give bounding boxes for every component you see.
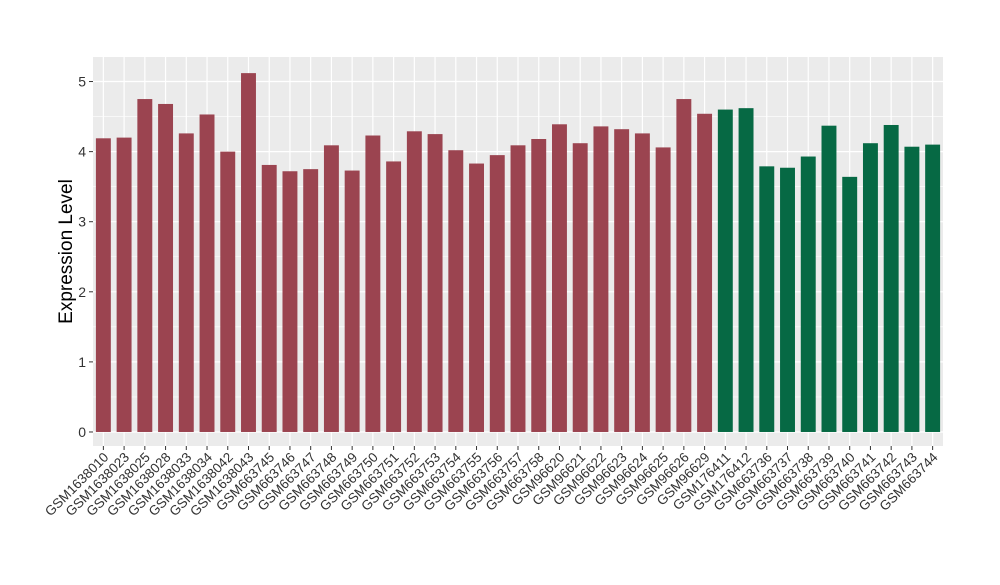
y-tick-label: 3 xyxy=(78,214,86,230)
bar-GSM663754 xyxy=(448,150,464,432)
bar-GSM1638033 xyxy=(178,133,194,432)
bar-GSM663739 xyxy=(821,125,837,432)
bar-GSM663744 xyxy=(925,144,941,432)
bar-GSM663746 xyxy=(282,171,298,432)
bar-GSM663757 xyxy=(510,145,526,432)
bar-GSM663752 xyxy=(406,131,422,432)
bar-GSM663748 xyxy=(323,145,339,432)
bar-GSM96626 xyxy=(676,99,692,432)
bar-GSM1638023 xyxy=(116,137,132,432)
bar-GSM96621 xyxy=(572,143,588,432)
y-tick-label: 5 xyxy=(78,74,86,90)
bar-GSM96623 xyxy=(614,129,630,432)
bar-GSM663749 xyxy=(344,170,360,432)
bar-GSM663758 xyxy=(531,139,547,432)
bar-GSM176412 xyxy=(738,108,754,432)
bar-GSM663736 xyxy=(759,166,775,432)
y-tick-label: 4 xyxy=(78,144,86,160)
y-tick-label: 2 xyxy=(78,284,86,300)
bar-GSM96625 xyxy=(655,147,671,432)
bar-GSM663750 xyxy=(365,135,381,432)
bar-GSM96624 xyxy=(634,133,650,432)
bars xyxy=(95,73,941,432)
y-tick-label: 0 xyxy=(78,424,86,440)
bar-GSM663747 xyxy=(303,169,319,432)
bar-GSM1638010 xyxy=(95,138,111,432)
y-axis: 0 1 2 3 4 5 xyxy=(78,74,93,440)
bar-GSM663737 xyxy=(780,167,795,432)
bar-GSM663740 xyxy=(842,176,858,432)
bar-GSM663745 xyxy=(261,164,277,432)
bar-GSM96629 xyxy=(697,113,713,432)
bar-GSM663755 xyxy=(469,163,484,432)
bar-GSM1638043 xyxy=(241,73,256,432)
bar-GSM1638034 xyxy=(199,114,215,432)
bar-GSM176411 xyxy=(717,109,733,432)
bar-GSM1638042 xyxy=(220,151,236,432)
bar-GSM96620 xyxy=(552,124,567,432)
bar-GSM663742 xyxy=(883,124,899,432)
bar-GSM663738 xyxy=(800,156,816,432)
bar-GSM663756 xyxy=(489,155,505,432)
bar-GSM1638025 xyxy=(137,99,153,432)
x-axis: GSM1638010GSM1638023GSM1638025GSM1638028… xyxy=(42,446,941,519)
bar-GSM663741 xyxy=(862,143,878,432)
bar-GSM663751 xyxy=(386,161,402,432)
bar-GSM1638028 xyxy=(158,103,174,432)
y-axis-title: Expression Level xyxy=(56,179,77,324)
y-tick-label: 1 xyxy=(78,354,86,370)
bar-GSM663743 xyxy=(904,146,920,432)
bar-GSM663753 xyxy=(427,134,443,432)
bar-GSM96622 xyxy=(593,126,609,432)
